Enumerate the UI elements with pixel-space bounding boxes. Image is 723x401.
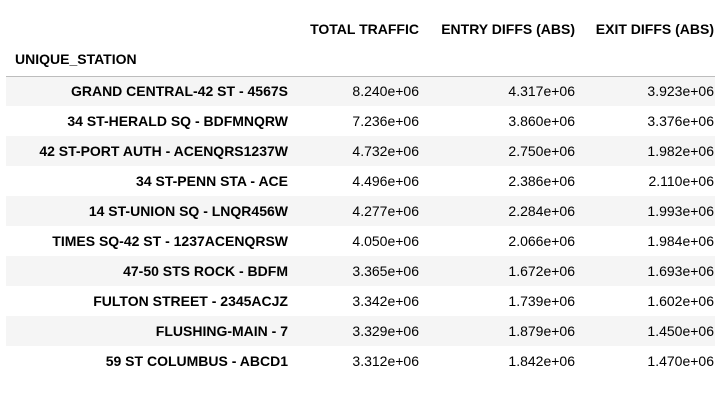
cell-exit-diffs: 3.923e+06 [647, 83, 714, 100]
table-row: TIMES SQ-42 ST - 1237ACENQRSW 4.050e+06 … [6, 226, 715, 256]
row-station-label: 59 ST COLUMBUS - ABCD1 [105, 353, 288, 369]
row-station-label: FLUSHING-MAIN - 7 [155, 323, 288, 339]
cell-total-traffic: 3.365e+06 [352, 263, 419, 279]
table-body: GRAND CENTRAL-42 ST - 4567S 8.240e+06 4.… [6, 76, 715, 376]
cell-total-traffic: 8.240e+06 [352, 83, 419, 100]
cell-entry-diffs: 4.317e+06 [508, 83, 575, 100]
cell-entry-diffs: 1.739e+06 [508, 293, 575, 309]
table-row: 34 ST-HERALD SQ - BDFMNQRW 7.236e+06 3.8… [6, 106, 715, 136]
header-corner [6, 15, 288, 43]
cell-total-traffic: 4.050e+06 [352, 233, 419, 249]
row-station-label: 14 ST-UNION SQ - LNQR456W [88, 203, 288, 219]
cell-entry-diffs: 3.860e+06 [508, 113, 575, 129]
cell-exit-diffs: 1.470e+06 [647, 353, 714, 369]
table-header: TOTAL TRAFFIC ENTRY DIFFS (ABS) EXIT DIF… [6, 15, 715, 76]
table-row: 42 ST-PORT AUTH - ACENQRS1237W 4.732e+06… [6, 136, 715, 166]
index-name-header: UNIQUE_STATION [15, 51, 137, 68]
cell-entry-diffs: 2.284e+06 [508, 203, 575, 219]
table-row: 59 ST COLUMBUS - ABCD1 3.312e+06 1.842e+… [6, 346, 715, 376]
cell-entry-diffs: 1.879e+06 [508, 323, 575, 339]
cell-exit-diffs: 1.982e+06 [647, 143, 714, 159]
cell-total-traffic: 3.329e+06 [352, 323, 419, 339]
cell-total-traffic: 4.277e+06 [352, 203, 419, 219]
row-station-label: 34 ST-PENN STA - ACE [136, 173, 288, 189]
row-station-label: FULTON STREET - 2345ACJZ [93, 293, 288, 309]
station-traffic-table: TOTAL TRAFFIC ENTRY DIFFS (ABS) EXIT DIF… [6, 15, 715, 376]
cell-exit-diffs: 1.450e+06 [647, 323, 714, 339]
cell-entry-diffs: 2.066e+06 [508, 233, 575, 249]
cell-total-traffic: 4.496e+06 [352, 173, 419, 189]
cell-entry-diffs: 1.672e+06 [508, 263, 575, 279]
column-header-entry-diffs: ENTRY DIFFS (ABS) [441, 21, 575, 37]
cell-entry-diffs: 2.750e+06 [508, 143, 575, 159]
cell-exit-diffs: 1.693e+06 [647, 263, 714, 279]
column-header-row: TOTAL TRAFFIC ENTRY DIFFS (ABS) EXIT DIF… [6, 15, 715, 43]
table-row: FULTON STREET - 2345ACJZ 3.342e+06 1.739… [6, 286, 715, 316]
column-header-exit-diffs: EXIT DIFFS (ABS) [595, 21, 714, 37]
table-row: FLUSHING-MAIN - 7 3.329e+06 1.879e+06 1.… [6, 316, 715, 346]
row-station-label: GRAND CENTRAL-42 ST - 4567S [70, 83, 288, 100]
cell-exit-diffs: 2.110e+06 [648, 173, 714, 189]
cell-exit-diffs: 1.984e+06 [647, 233, 714, 249]
table-row: 34 ST-PENN STA - ACE 4.496e+06 2.386e+06… [6, 166, 715, 196]
cell-entry-diffs: 2.386e+06 [508, 173, 575, 189]
row-station-label: TIMES SQ-42 ST - 1237ACENQRSW [52, 233, 288, 249]
cell-exit-diffs: 3.376e+06 [647, 113, 714, 129]
table-row: 47-50 STS ROCK - BDFM 3.365e+06 1.672e+0… [6, 256, 715, 286]
table-row: GRAND CENTRAL-42 ST - 4567S 8.240e+06 4.… [6, 76, 715, 106]
cell-total-traffic: 7.236e+06 [352, 113, 419, 129]
cell-entry-diffs: 1.842e+06 [508, 353, 575, 369]
row-station-label: 47-50 STS ROCK - BDFM [123, 263, 288, 279]
table-row: 14 ST-UNION SQ - LNQR456W 4.277e+06 2.28… [6, 196, 715, 226]
cell-total-traffic: 4.732e+06 [352, 143, 419, 159]
cell-total-traffic: 3.342e+06 [352, 293, 419, 309]
row-station-label: 42 ST-PORT AUTH - ACENQRS1237W [39, 143, 288, 159]
cell-exit-diffs: 1.993e+06 [647, 203, 714, 219]
index-header-row: UNIQUE_STATION [6, 43, 715, 76]
cell-exit-diffs: 1.602e+06 [647, 293, 714, 309]
column-header-total-traffic: TOTAL TRAFFIC [310, 21, 419, 37]
row-station-label: 34 ST-HERALD SQ - BDFMNQRW [67, 113, 288, 129]
cell-total-traffic: 3.312e+06 [352, 353, 419, 369]
